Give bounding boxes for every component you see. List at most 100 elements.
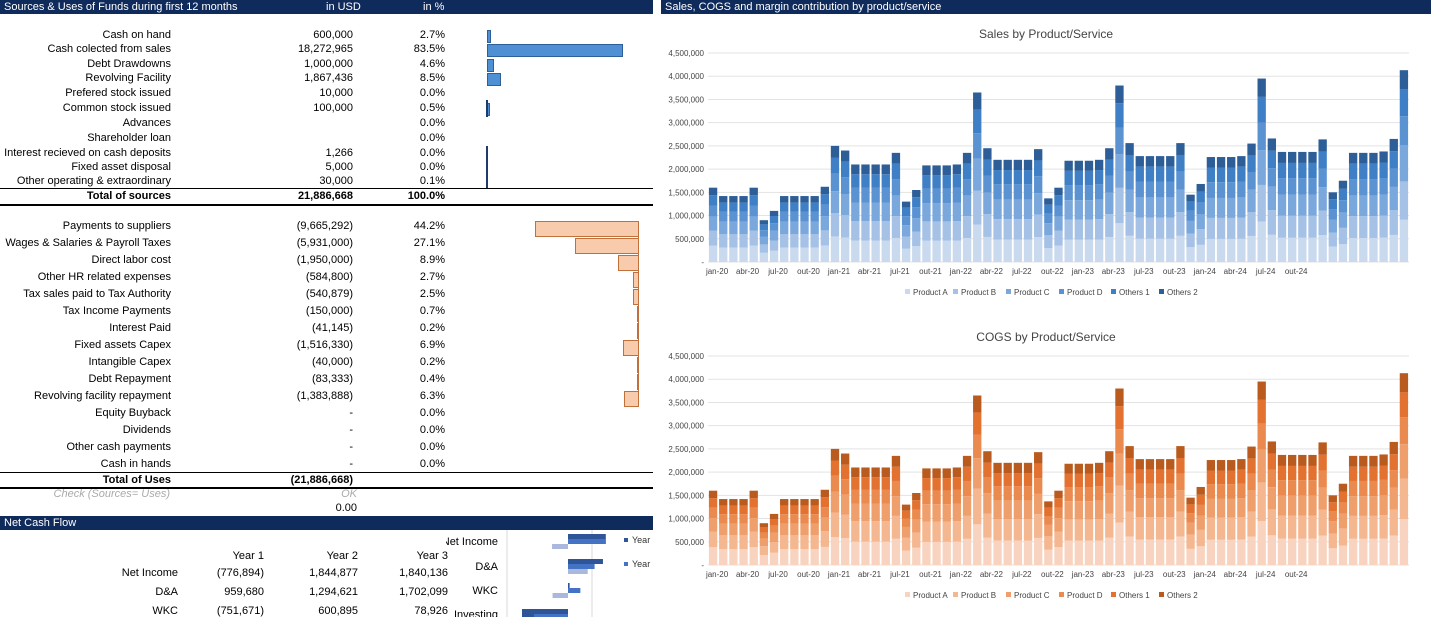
cogs-bar-segment: [1115, 429, 1124, 454]
sales-bar-segment: [810, 247, 819, 262]
ncf-mini-category-label: D&A: [475, 561, 498, 573]
sales-chart-plot: 4,500,000 4,000,000 3,500,000 3,000,000 2,50…: [668, 49, 1409, 297]
cogs-bar-segment: [1298, 495, 1307, 516]
sales-bar-segment: [881, 221, 890, 241]
sales-x-tick-label: out-20: [797, 267, 820, 276]
sales-bar-segment: [1267, 168, 1277, 187]
cogs-bar-segment: [1399, 478, 1409, 519]
uses-row-value: (1,950,000): [296, 254, 353, 266]
cogs-bar-segment: [881, 467, 890, 478]
sources-row-pct: 8.5%: [419, 72, 445, 84]
sales-bar-segment: [1389, 168, 1398, 187]
sales-y-tick-label: 1,000,000: [668, 212, 704, 221]
sales-bar-segment: [1338, 212, 1348, 228]
cogs-bar-segment: [1145, 483, 1155, 499]
sales-bar-segment: [1105, 214, 1114, 237]
cogs-x-tick-label: abr-24: [1224, 570, 1248, 579]
cogs-bar-segment: [1288, 538, 1297, 565]
uses-row-label: Dividends: [122, 424, 171, 436]
sales-bar-segment: [1145, 238, 1155, 262]
sales-x-tick-label: jul-20: [767, 267, 788, 276]
sales-bar-segment: [769, 216, 779, 224]
sales-bar-segment: [1145, 181, 1155, 198]
sales-bar-segment: [1145, 217, 1155, 239]
sales-bar-segment: [942, 240, 951, 262]
cogs-bar-segment: [1054, 498, 1063, 508]
sales-bar-segment: [769, 210, 779, 217]
ncf-mini-category-label: Net Income: [446, 536, 498, 548]
cogs-bar-segment: [1135, 469, 1144, 484]
cogs-bar-segment: [922, 468, 931, 479]
cogs-bar-segment: [719, 549, 728, 565]
sales-y-tick-label: 500,000: [675, 235, 704, 244]
cogs-bar-segment: [840, 494, 850, 515]
cogs-bar-segment: [719, 535, 728, 550]
sales-x-tick-label: jan-22: [949, 267, 973, 276]
sales-bar-segment: [1054, 230, 1063, 246]
sales-y-tick-label: 1,500,000: [668, 188, 704, 197]
sales-bar-segment: [861, 174, 870, 188]
cogs-bar-segment: [1064, 519, 1073, 541]
sales-bar-segment: [1166, 166, 1175, 182]
uses-row: Tax sales paid to Tax Authority (540,879)…: [0, 287, 653, 302]
sales-x-tick-label: jul-23: [1133, 267, 1154, 276]
sales-bar-segment: [1318, 139, 1327, 152]
sources-row-value: 1,266: [325, 147, 353, 159]
cogs-bar-segment: [1023, 462, 1033, 474]
sales-bar-segment: [973, 133, 982, 159]
sales-bar-segment: [912, 190, 921, 198]
sales-bar-segment: [1257, 96, 1266, 123]
sales-bar-segment: [1267, 150, 1277, 169]
cogs-bar-segment: [962, 538, 972, 565]
sales-bar-segment: [962, 216, 972, 238]
sources-row-label: Advances: [122, 117, 171, 129]
cogs-bar-segment: [891, 480, 901, 497]
cogs-bar-segment: [790, 499, 799, 506]
sales-bar-segment: [708, 195, 718, 206]
cogs-bar-segment: [1247, 473, 1256, 491]
sales-bar-segment: [1348, 152, 1358, 164]
cogs-bar-segment: [1288, 480, 1297, 496]
sales-bar-segment: [1166, 181, 1175, 198]
cogs-bar-segment: [769, 532, 779, 543]
sources-bar-axis: [486, 146, 488, 188]
sales-bar-segment: [922, 240, 931, 262]
sales-bar-segment: [1094, 219, 1104, 240]
cogs-bar-segment: [780, 535, 789, 550]
sales-bar-segment: [922, 203, 931, 222]
cogs-bar-segment: [1348, 538, 1358, 565]
cogs-bar-segment: [1328, 502, 1337, 512]
sales-bar-segment: [1277, 237, 1287, 262]
sales-bar-segment: [1034, 149, 1043, 161]
sales-x-tick-label: jan-20: [705, 267, 729, 276]
cogs-bar-segment: [1227, 517, 1236, 540]
cogs-bar-segment: [1186, 513, 1195, 523]
ncf-mini-bar: [568, 583, 570, 588]
cogs-bar-segment: [851, 541, 860, 565]
sources-row-value: 600,000: [313, 29, 353, 41]
cogs-chart-title: COGS by Product/Service: [976, 330, 1116, 344]
sales-bar-segment: [1023, 199, 1033, 220]
cogs-bar-segment: [1379, 538, 1388, 565]
cogs-bar-segment: [759, 527, 769, 533]
uses-share-bar: [624, 391, 639, 407]
sales-bar-segment: [851, 187, 860, 203]
sales-bar-segment: [1034, 160, 1043, 177]
cogs-bar-segment: [820, 507, 829, 518]
cogs-bar-segment: [1013, 462, 1023, 474]
net-cash-flow-mini-chart: Net Income D&A WKC Investing Year 3 Year 2: [446, 530, 653, 617]
sources-row: Cash on hand 600,000 2.7%: [0, 28, 653, 43]
cogs-bar-segment: [942, 541, 951, 565]
sales-bar-segment: [1084, 170, 1094, 186]
sales-bar-segment: [1186, 194, 1195, 202]
sales-bar-segment: [1257, 184, 1266, 222]
uses-row-pct: 8.9%: [419, 254, 445, 266]
cogs-bar-segment: [861, 521, 870, 542]
uses-row-value: (584,800): [305, 271, 353, 283]
sales-bar-segment: [1135, 166, 1144, 182]
ncf-mini-legend-swatch: [624, 562, 628, 566]
cogs-bar-segment: [932, 468, 941, 479]
sales-bar-segment: [820, 245, 829, 262]
sales-bar-segment: [1155, 181, 1165, 198]
cogs-bar-segment: [769, 552, 779, 565]
